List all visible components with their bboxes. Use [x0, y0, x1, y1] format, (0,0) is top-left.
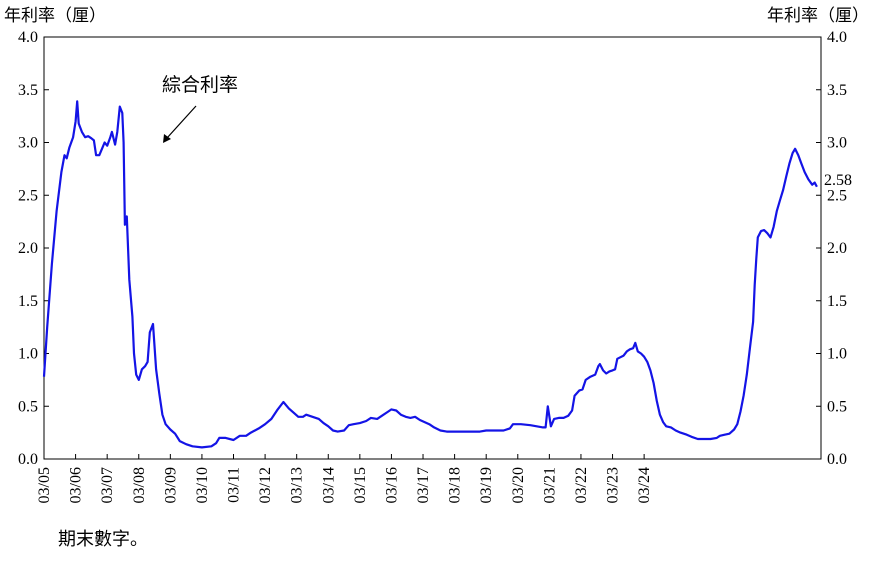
y-tick-label-left: 3.5	[18, 82, 38, 99]
y-tick-label-right: 4.0	[827, 29, 847, 46]
annotation-arrow-head	[163, 134, 171, 143]
x-tick-label: 03/05	[36, 467, 53, 503]
end-value-label: 2.58	[824, 172, 852, 189]
footnote: 期末數字。	[58, 529, 148, 550]
y-tick-label-right: 2.5	[827, 187, 847, 204]
y-tick-label-left: 0.5	[18, 398, 38, 415]
x-tick-label: 03/11	[226, 467, 243, 503]
y-tick-label-left: 4.0	[18, 29, 38, 46]
x-tick-label: 03/06	[68, 467, 85, 503]
y-tick-label-right: 3.0	[827, 135, 847, 152]
right-axis-unit: 年利率（厘）	[767, 6, 869, 26]
x-tick-label: 03/08	[131, 467, 148, 503]
y-tick-label-left: 2.0	[18, 240, 38, 257]
annotation-arrow-line	[166, 105, 197, 139]
label-layer: 0.0 0.0 0.5 0.5 1.0 1.0 1.5 1.5 2.0 2.0 2.5 2.5 3.0 3…	[4, 6, 869, 503]
y-tick-label-left: 3.0	[18, 135, 38, 152]
axes-layer	[43, 36, 822, 460]
series-line-composite-rate	[42, 100, 818, 449]
y-tick-label-left: 1.0	[18, 346, 38, 363]
y-tick-label-right: 1.5	[827, 293, 847, 310]
x-tick-label: 03/22	[573, 467, 590, 503]
y-tick-label-right: 1.0	[827, 346, 847, 363]
x-tick-label: 03/18	[447, 467, 464, 503]
y-tick-label-right: 3.5	[827, 82, 847, 99]
y-tick-label-left: 1.5	[18, 293, 38, 310]
left-axis-unit: 年利率（厘）	[4, 6, 106, 26]
x-tick-label: 03/16	[383, 467, 400, 503]
x-tick-label: 03/14	[320, 467, 337, 503]
y-tick-label-right: 0.0	[827, 451, 847, 468]
x-tick-label: 03/21	[541, 467, 558, 503]
x-tick-label: 03/09	[162, 467, 179, 503]
y-tick-label-left: 2.5	[18, 187, 38, 204]
x-tick-label: 03/07	[99, 467, 116, 503]
x-tick-label: 03/12	[257, 467, 274, 503]
annotation-label: 綜合利率	[162, 74, 238, 96]
x-tick-label: 03/24	[636, 467, 653, 503]
series-layer	[42, 100, 818, 449]
x-tick-label: 03/13	[289, 467, 306, 503]
x-tick-label: 03/20	[510, 467, 527, 503]
x-tick-label: 03/19	[478, 467, 495, 503]
x-tick-label: 03/10	[194, 467, 211, 503]
x-tick-label: 03/15	[352, 467, 369, 503]
x-tick-label: 03/17	[415, 467, 432, 503]
y-tick-label-left: 0.0	[18, 451, 38, 468]
x-tick-label: 03/23	[605, 467, 622, 503]
y-tick-label-right: 2.0	[827, 240, 847, 257]
y-tick-label-right: 0.5	[827, 398, 847, 415]
